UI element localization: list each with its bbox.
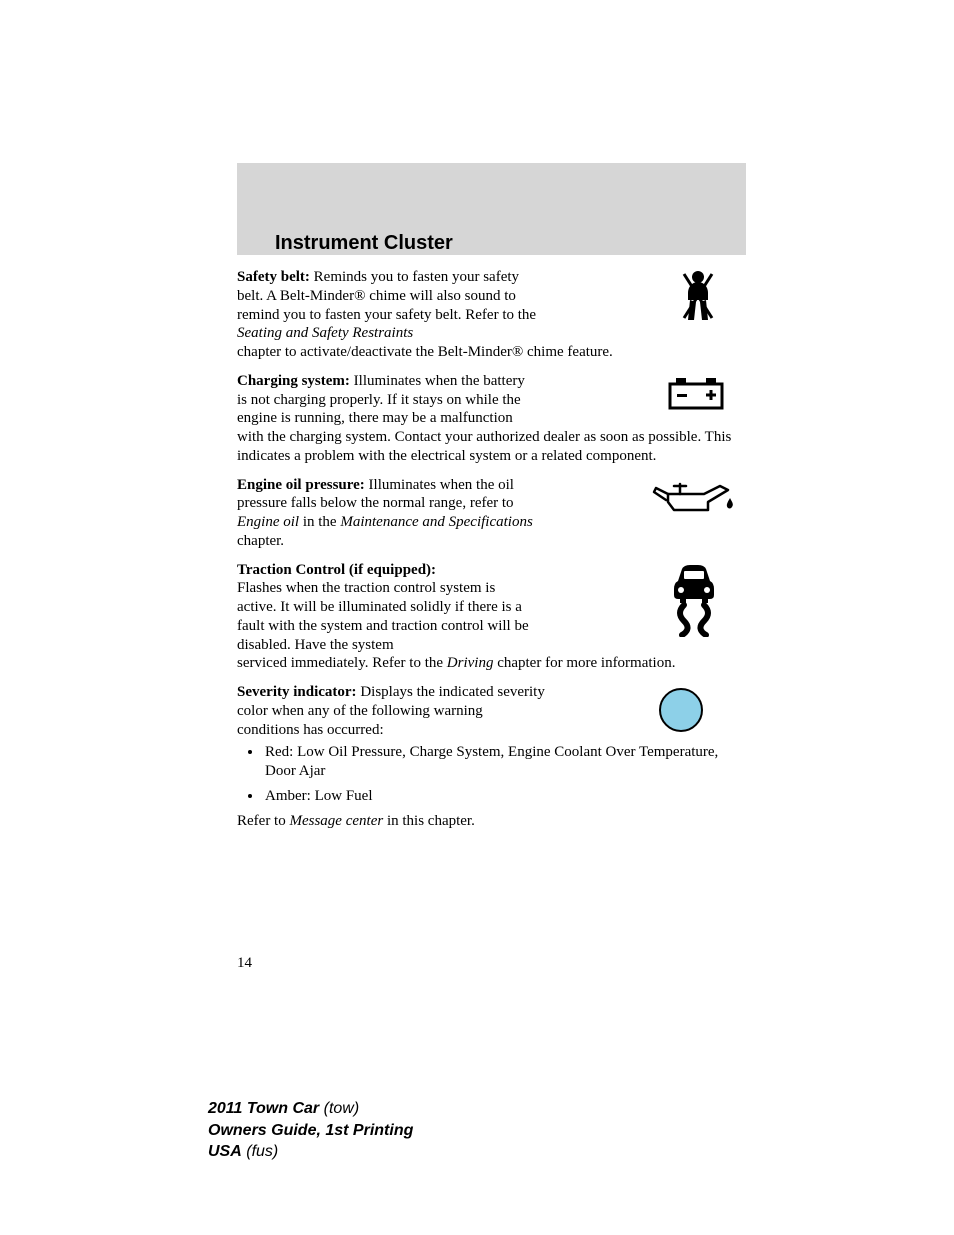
charging-block: Charging system: Illuminates when the ba… — [237, 372, 746, 466]
charging-text-narrow: Charging system: Illuminates when the ba… — [237, 372, 537, 428]
severity-text: Severity indicator: Displays the indicat… — [237, 683, 547, 739]
traction-full-before: serviced immediately. Refer to the — [237, 655, 447, 671]
safety-italic: Seating and Safety Restraints — [237, 325, 413, 341]
refer-before: Refer to — [237, 813, 289, 829]
severity-refer: Refer to Message center in this chapter. — [237, 812, 746, 831]
traction-italic: Driving — [447, 655, 494, 671]
severity-bullets: Red: Low Oil Pressure, Charge System, En… — [237, 743, 746, 805]
oil-label: Engine oil pressure: — [237, 477, 365, 493]
traction-full-after: chapter for more information. — [493, 655, 675, 671]
oil-can-icon — [650, 480, 736, 522]
bullet-red-text: Red: Low Oil Pressure, Charge System, En… — [265, 744, 718, 779]
footer: 2011 Town Car (tow) Owners Guide, 1st Pr… — [208, 1098, 413, 1163]
refer-italic: Message center — [289, 813, 383, 829]
oil-block: Engine oil pressure: Illuminates when th… — [237, 476, 746, 551]
safety-label: Safety belt: — [237, 269, 310, 285]
battery-icon — [666, 374, 726, 420]
footer-tow: (tow) — [324, 1100, 360, 1117]
footer-usa: USA — [208, 1143, 242, 1160]
traction-text-full: serviced immediately. Refer to the Drivi… — [237, 654, 746, 673]
bullet-amber: Amber: Low Fuel — [263, 787, 746, 806]
bullet-red: Red: Low Oil Pressure, Charge System, En… — [263, 743, 746, 781]
footer-model: 2011 Town Car — [208, 1100, 319, 1117]
safety-belt-block: Safety belt: Reminds you to fasten your … — [237, 268, 746, 362]
bullet-amber-text: Amber: Low Fuel — [265, 788, 372, 804]
section-title: Instrument Cluster — [275, 232, 453, 255]
content-area: Safety belt: Reminds you to fasten your … — [237, 268, 746, 840]
oil-after: chapter. — [237, 533, 284, 549]
severity-circle-icon — [656, 685, 706, 741]
traction-text-1: Flashes when the traction control system… — [237, 580, 529, 652]
footer-line-3: USA (fus) — [208, 1141, 413, 1163]
safety-text-full: chapter to activate/deactivate the Belt-… — [237, 343, 746, 362]
charging-text-full: with the charging system. Contact your a… — [237, 428, 746, 466]
footer-fus: (fus) — [246, 1143, 278, 1160]
severity-label: Severity indicator: — [237, 684, 357, 700]
traction-label: Traction Control (if equipped): — [237, 562, 436, 578]
oil-mid: in the — [299, 514, 340, 530]
oil-italic-2: Maintenance and Specifications — [340, 514, 532, 530]
traction-control-icon — [662, 561, 726, 643]
charging-label: Charging system: — [237, 373, 350, 389]
refer-after: in this chapter. — [383, 813, 475, 829]
safety-text-narrow: Safety belt: Reminds you to fasten your … — [237, 268, 537, 343]
page-number: 14 — [237, 955, 252, 972]
severity-block: Severity indicator: Displays the indicat… — [237, 683, 746, 830]
footer-line-1: 2011 Town Car (tow) — [208, 1098, 413, 1120]
oil-text: Engine oil pressure: Illuminates when th… — [237, 476, 547, 551]
traction-block: Traction Control (if equipped): Flashes … — [237, 561, 746, 674]
oil-italic-1: Engine oil — [237, 514, 299, 530]
seatbelt-icon — [670, 268, 726, 330]
footer-line-2: Owners Guide, 1st Printing — [208, 1120, 413, 1142]
traction-text-narrow: Traction Control (if equipped): Flashes … — [237, 561, 537, 655]
page: Instrument Cluster — [0, 0, 954, 1235]
